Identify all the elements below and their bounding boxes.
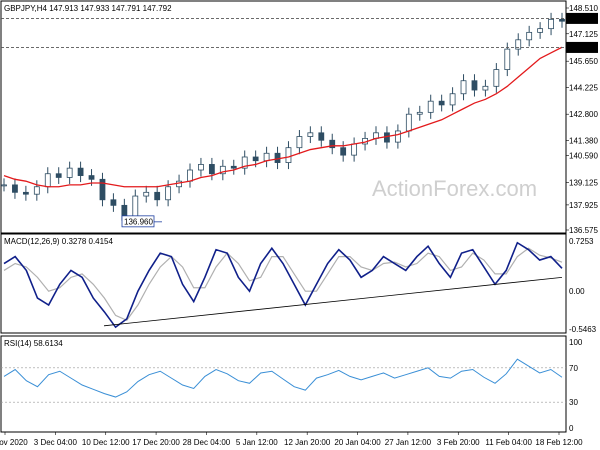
rsi-y-tick-label: 70 bbox=[569, 364, 578, 373]
price-y-tick-label: 148.510 bbox=[569, 4, 598, 13]
price-candle bbox=[99, 178, 106, 201]
price-current-level-tag-label: 147.950 bbox=[569, 14, 598, 23]
price-candle bbox=[351, 143, 358, 156]
price-instrument-label: GBPJPY,H4 147.913 147.933 147.791 147.79… bbox=[4, 4, 172, 13]
x-tick-label: 18 Feb 12:00 bbox=[535, 438, 583, 447]
price-candle bbox=[307, 132, 314, 137]
price-candle bbox=[230, 165, 237, 169]
price-candle bbox=[482, 85, 489, 91]
price-candle bbox=[263, 152, 270, 162]
x-tick-label: 25 Nov 2020 bbox=[0, 438, 28, 447]
x-tick-label: 3 Dec 04:00 bbox=[34, 438, 78, 447]
x-tick-label: 10 Dec 12:00 bbox=[82, 438, 130, 447]
price-candle bbox=[394, 130, 401, 143]
price-y-tick-label: 147.125 bbox=[569, 30, 598, 39]
x-tick-label: 11 Feb 04:00 bbox=[485, 438, 532, 447]
x-tick-label: 5 Jan 12:00 bbox=[236, 438, 278, 447]
price-y-tick-label: 140.590 bbox=[569, 151, 598, 160]
price-candle bbox=[165, 186, 172, 201]
price-candle bbox=[285, 147, 292, 163]
price-candle bbox=[416, 111, 423, 115]
price-y-tick-label: 142.800 bbox=[569, 110, 598, 119]
x-tick-label: 20 Jan 04:00 bbox=[334, 438, 381, 447]
macd-y-tick-label: -0.5463 bbox=[569, 325, 597, 334]
price-candle bbox=[537, 28, 544, 33]
price-candle bbox=[198, 164, 204, 171]
price-candle bbox=[460, 80, 467, 95]
price-y-tick-label: 144.225 bbox=[569, 84, 598, 93]
x-tick-label: 28 Dec 04:00 bbox=[183, 438, 231, 447]
price-candle bbox=[12, 184, 18, 193]
watermark: ActionForex.com bbox=[372, 176, 537, 201]
price-candle bbox=[526, 31, 533, 41]
price-y-tick-label: 139.125 bbox=[569, 179, 598, 188]
x-tick-label: 27 Jan 12:00 bbox=[385, 438, 432, 447]
macd-y-tick-label: 0.00 bbox=[569, 287, 585, 296]
rsi-indicator-label: RSI(14) 58.6134 bbox=[4, 339, 63, 348]
price-low-marker-label: 136.960 bbox=[124, 217, 153, 226]
macd-indicator-label: MACD(12,26,9) 0.3278 0.4154 bbox=[4, 237, 114, 246]
price-candle bbox=[329, 139, 336, 149]
price-candle bbox=[471, 80, 478, 91]
macd-main-line bbox=[3, 241, 563, 329]
price-candle bbox=[55, 173, 62, 178]
rsi-y-tick-label: 0 bbox=[569, 424, 574, 433]
price-candle bbox=[22, 191, 29, 195]
price-candle bbox=[296, 136, 303, 149]
price-candle bbox=[449, 93, 456, 106]
price-candle bbox=[548, 18, 554, 30]
x-tick-label: 17 Dec 20:00 bbox=[132, 438, 180, 447]
price-candle bbox=[241, 156, 248, 169]
price-candle bbox=[110, 199, 117, 206]
rsi-y-tick-label: 100 bbox=[569, 338, 583, 347]
macd-signal-line bbox=[3, 247, 563, 322]
price-candle bbox=[1, 184, 7, 187]
price-candle bbox=[438, 100, 445, 106]
x-tick-label: 3 Feb 20:00 bbox=[437, 438, 480, 447]
price-candle bbox=[427, 100, 434, 113]
price-moving-average-line bbox=[3, 46, 563, 188]
price-candle bbox=[33, 186, 40, 195]
rsi-panel-frame bbox=[0, 335, 567, 433]
price-candle bbox=[252, 156, 259, 162]
price-candle bbox=[219, 165, 226, 175]
price-y-tick-label: 136.575 bbox=[569, 226, 598, 235]
price-candle bbox=[559, 18, 565, 22]
price-y-tick-label: 145.650 bbox=[569, 57, 598, 66]
price-candle bbox=[208, 164, 215, 175]
price-candle bbox=[504, 48, 511, 70]
macd-y-tick-label: 0.7253 bbox=[569, 237, 594, 246]
price-candle bbox=[44, 173, 51, 188]
price-candle bbox=[405, 113, 412, 132]
macd-panel-frame bbox=[0, 233, 567, 334]
price-y-tick-label: 137.925 bbox=[569, 201, 598, 210]
price-candle bbox=[77, 167, 84, 176]
rsi-line bbox=[3, 358, 563, 398]
price-current-level-tag bbox=[566, 12, 598, 24]
price-candle bbox=[143, 191, 150, 197]
price-support-level-tag bbox=[566, 41, 598, 53]
price-candle bbox=[154, 191, 161, 201]
price-low-marker-box bbox=[121, 215, 155, 228]
x-tick-label: 12 Jan 20:00 bbox=[284, 438, 331, 447]
price-candle bbox=[88, 175, 95, 180]
price-y-tick-label: 141.380 bbox=[569, 137, 598, 146]
price-candle bbox=[493, 69, 500, 87]
macd-trendline bbox=[103, 276, 563, 327]
price-candle bbox=[340, 147, 347, 156]
price-panel-frame bbox=[0, 0, 567, 234]
price-candle bbox=[187, 169, 193, 182]
price-candle bbox=[318, 132, 325, 141]
rsi-y-tick-label: 30 bbox=[569, 398, 578, 407]
price-candle bbox=[66, 167, 73, 178]
price-support-level-tag-label: 146.390 bbox=[569, 43, 598, 52]
price-candle bbox=[515, 39, 522, 50]
